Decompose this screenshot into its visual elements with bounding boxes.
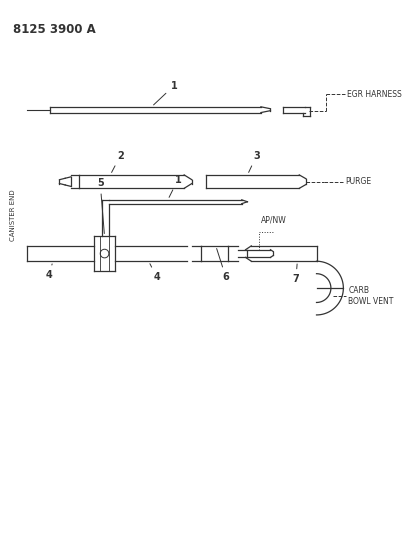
Text: PURGE: PURGE [344, 177, 371, 186]
Text: AP/NW: AP/NW [260, 216, 286, 225]
Text: CANISTER END: CANISTER END [10, 189, 16, 241]
Text: 7: 7 [292, 264, 299, 284]
Text: 8125 3900 A: 8125 3900 A [13, 23, 96, 36]
Text: CARB
BOWL VENT: CARB BOWL VENT [347, 286, 393, 306]
Text: 4: 4 [46, 264, 53, 280]
Text: EGR HARNESS: EGR HARNESS [346, 90, 401, 99]
Text: 4: 4 [150, 264, 160, 282]
Text: 5: 5 [97, 179, 104, 233]
Text: 2: 2 [111, 151, 124, 173]
Text: 6: 6 [216, 248, 229, 282]
Text: 1: 1 [169, 175, 181, 197]
Text: 1: 1 [153, 80, 177, 105]
Text: 3: 3 [248, 151, 259, 172]
